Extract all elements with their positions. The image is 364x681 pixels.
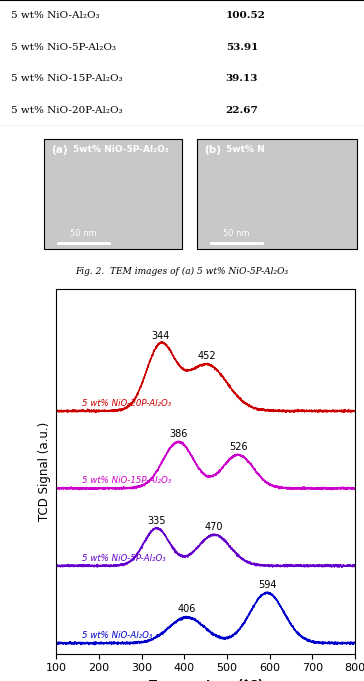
Text: 386: 386 bbox=[169, 429, 187, 439]
Text: 5 wt% NiO-20P-Al₂O₃: 5 wt% NiO-20P-Al₂O₃ bbox=[82, 399, 171, 408]
Text: 5 wt% NiO-5P-Al₂O₃: 5 wt% NiO-5P-Al₂O₃ bbox=[82, 554, 166, 563]
Text: 50 nm: 50 nm bbox=[223, 229, 250, 238]
Text: 335: 335 bbox=[147, 516, 166, 526]
Text: 5wt% NiO-5P-Al₂O₃: 5wt% NiO-5P-Al₂O₃ bbox=[73, 145, 169, 154]
FancyBboxPatch shape bbox=[197, 139, 357, 249]
Text: 50 nm: 50 nm bbox=[70, 229, 97, 238]
Text: 5wt% N: 5wt% N bbox=[226, 145, 264, 154]
Text: 5 wt% NiO-15P-Al₂O₃: 5 wt% NiO-15P-Al₂O₃ bbox=[11, 74, 123, 83]
Text: (b): (b) bbox=[204, 145, 221, 155]
Text: 5 wt% NiO-Al₂O₃: 5 wt% NiO-Al₂O₃ bbox=[82, 631, 153, 640]
Text: 406: 406 bbox=[178, 604, 196, 614]
Text: 5 wt% NiO-5P-Al₂O₃: 5 wt% NiO-5P-Al₂O₃ bbox=[11, 43, 116, 52]
Text: 53.91: 53.91 bbox=[226, 43, 258, 52]
Text: 594: 594 bbox=[258, 580, 276, 590]
Text: 100.52: 100.52 bbox=[226, 12, 266, 20]
Y-axis label: TCD Signal (a.u.): TCD Signal (a.u.) bbox=[38, 422, 51, 521]
Text: 39.13: 39.13 bbox=[226, 74, 258, 83]
Text: Fig. 2.  TEM images of (a) 5 wt% NiO-5P-Al₂O₃: Fig. 2. TEM images of (a) 5 wt% NiO-5P-A… bbox=[75, 267, 289, 276]
X-axis label: Temperature (°C): Temperature (°C) bbox=[149, 679, 263, 681]
Text: 452: 452 bbox=[197, 351, 216, 362]
Text: 22.67: 22.67 bbox=[226, 106, 258, 114]
Text: 526: 526 bbox=[229, 442, 248, 452]
Text: 344: 344 bbox=[151, 331, 170, 341]
Text: 5 wt% NiO-15P-Al₂O₃: 5 wt% NiO-15P-Al₂O₃ bbox=[82, 477, 171, 486]
Text: 5 wt% NiO-Al₂O₃: 5 wt% NiO-Al₂O₃ bbox=[11, 12, 99, 20]
Text: 470: 470 bbox=[205, 522, 223, 533]
Text: (a): (a) bbox=[51, 145, 68, 155]
FancyBboxPatch shape bbox=[44, 139, 182, 249]
Text: 5 wt% NiO-20P-Al₂O₃: 5 wt% NiO-20P-Al₂O₃ bbox=[11, 106, 123, 114]
